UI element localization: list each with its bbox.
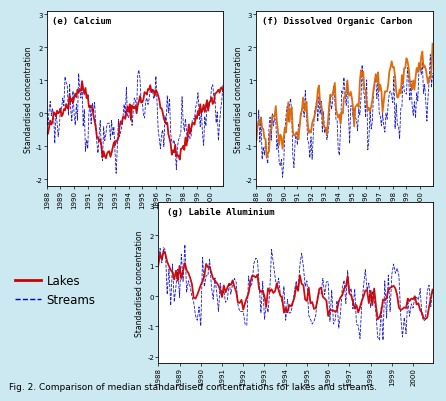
Legend: Lakes, Streams: Lakes, Streams: [15, 275, 96, 307]
Y-axis label: Standardised concentration: Standardised concentration: [136, 230, 145, 336]
Y-axis label: Standardised concentration: Standardised concentration: [24, 46, 33, 152]
Text: Fig. 2. Comparison of median standardised concentrations for lakes and streams.: Fig. 2. Comparison of median standardise…: [9, 382, 377, 391]
Text: (f) Dissolved Organic Carbon: (f) Dissolved Organic Carbon: [262, 17, 412, 26]
Y-axis label: Standardised concentration: Standardised concentration: [234, 46, 243, 152]
Text: (e) Calcium: (e) Calcium: [52, 17, 111, 26]
Text: (g) Labile Aluminium: (g) Labile Aluminium: [166, 207, 274, 216]
